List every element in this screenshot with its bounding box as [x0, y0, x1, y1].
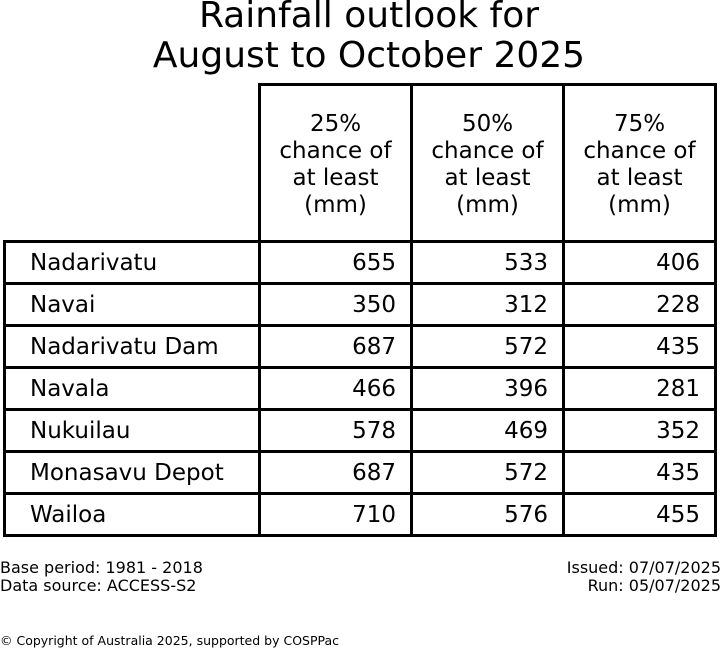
value-50: 469 — [410, 408, 565, 453]
column-header-25: 25% chance of at least (mm) — [258, 83, 413, 243]
table-header-row: 25% chance of at least (mm) 50% chance o… — [5, 83, 717, 243]
table-row: Nadarivatu 655 533 406 — [3, 240, 717, 285]
copyright-text: © Copyright of Australia 2025, supported… — [0, 633, 340, 648]
base-period-text: Base period: 1981 - 2018 — [0, 558, 203, 577]
table-row: Monasavu Depot 687 572 435 — [3, 450, 717, 495]
value-25: 687 — [258, 450, 413, 495]
value-25: 687 — [258, 324, 413, 369]
value-75: 455 — [562, 492, 717, 537]
run-date-text: Run: 05/07/2025 — [587, 576, 721, 595]
value-50: 572 — [410, 450, 565, 495]
value-25: 350 — [258, 282, 413, 327]
column-header-75: 75% chance of at least (mm) — [562, 83, 717, 243]
chart-title: Rainfall outlook for August to October 2… — [0, 0, 723, 76]
value-25: 578 — [258, 408, 413, 453]
column-header-line: 50% — [461, 111, 514, 137]
location-name: Navai — [3, 282, 261, 327]
location-name: Wailoa — [3, 492, 261, 537]
table-row: Nadarivatu Dam 687 572 435 — [3, 324, 717, 369]
data-source-text: Data source: ACCESS-S2 — [0, 576, 197, 595]
value-25: 710 — [258, 492, 413, 537]
footer-left: Base period: 1981 - 2018 Data source: AC… — [0, 559, 203, 595]
issued-date-text: Issued: 07/07/2025 — [566, 558, 721, 577]
location-name: Navala — [3, 366, 261, 411]
column-header-line: (mm) — [456, 192, 519, 218]
value-50: 572 — [410, 324, 565, 369]
column-header-50: 50% chance of at least (mm) — [410, 83, 565, 243]
value-75: 406 — [562, 240, 717, 285]
location-name: Monasavu Depot — [3, 450, 261, 495]
rainfall-table: 25% chance of at least (mm) 50% chance o… — [3, 83, 717, 537]
value-75: 352 — [562, 408, 717, 453]
value-50: 533 — [410, 240, 565, 285]
table-row: Navai 350 312 228 — [3, 282, 717, 327]
column-header-line: at least — [292, 165, 379, 191]
value-50: 312 — [410, 282, 565, 327]
location-name: Nukuilau — [3, 408, 261, 453]
column-header-line: (mm) — [608, 192, 671, 218]
column-header-line: chance of — [583, 138, 696, 164]
column-header-line: at least — [444, 165, 531, 191]
title-line-1: Rainfall outlook for — [198, 0, 540, 36]
value-25: 466 — [258, 366, 413, 411]
column-header-line: chance of — [431, 138, 544, 164]
header-blank-cell — [5, 85, 260, 242]
value-25: 655 — [258, 240, 413, 285]
location-name: Nadarivatu — [3, 240, 261, 285]
table-row: Navala 466 396 281 — [3, 366, 717, 411]
column-header-line: 75% — [613, 111, 666, 137]
column-header-line: (mm) — [304, 192, 367, 218]
table-row: Wailoa 710 576 455 — [3, 492, 717, 537]
value-50: 396 — [410, 366, 565, 411]
value-75: 281 — [562, 366, 717, 411]
value-75: 435 — [562, 450, 717, 495]
value-50: 576 — [410, 492, 565, 537]
value-75: 228 — [562, 282, 717, 327]
column-header-line: chance of — [279, 138, 392, 164]
value-75: 435 — [562, 324, 717, 369]
table-row: Nukuilau 578 469 352 — [3, 408, 717, 453]
footer-right: Issued: 07/07/2025 Run: 05/07/2025 — [567, 559, 721, 595]
location-name: Nadarivatu Dam — [3, 324, 261, 369]
column-header-line: 25% — [309, 111, 362, 137]
column-header-line: at least — [596, 165, 683, 191]
title-line-2: August to October 2025 — [152, 35, 586, 76]
